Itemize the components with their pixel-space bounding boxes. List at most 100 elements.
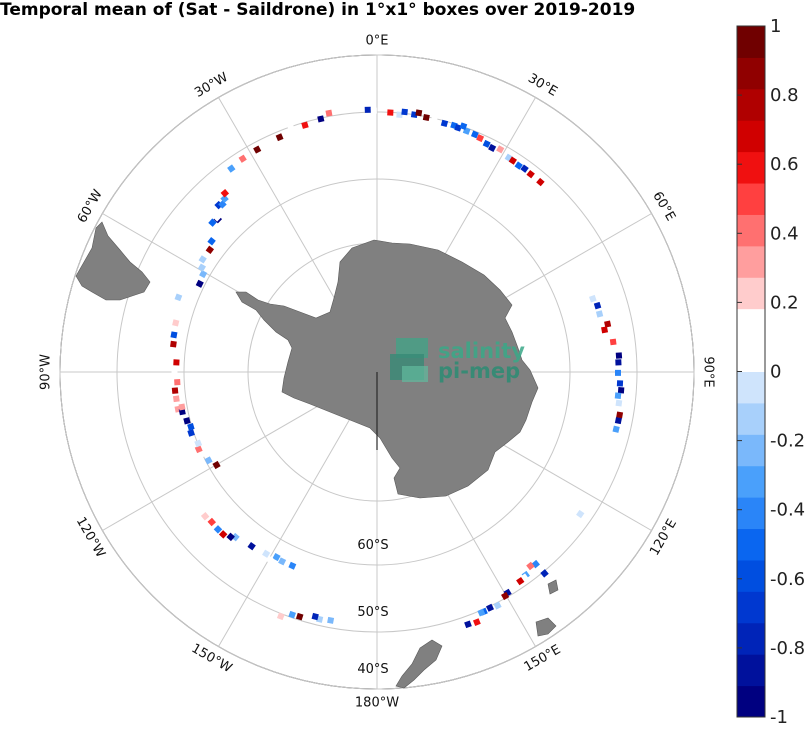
data-cell — [576, 509, 585, 519]
data-cell — [220, 194, 229, 204]
data-cell — [207, 517, 217, 527]
data-cell — [514, 161, 523, 170]
data-cell — [219, 169, 229, 178]
data-cell — [275, 133, 284, 142]
colorbar-tick: 1 — [770, 16, 781, 37]
data-cell — [311, 612, 319, 621]
data-cell — [422, 114, 430, 122]
data-cell — [520, 164, 529, 173]
colorbar-bin — [737, 183, 765, 215]
new-zealand-south — [395, 639, 443, 689]
data-cell — [237, 538, 246, 548]
colorbar-bin — [737, 591, 765, 624]
logo-block-3 — [402, 366, 428, 382]
colorbar-bin — [737, 57, 765, 90]
data-cell — [496, 145, 505, 154]
data-cell — [213, 525, 223, 534]
colorbar-bin — [737, 497, 765, 530]
data-cell — [604, 320, 612, 328]
data-cell — [482, 139, 491, 148]
data-cell — [171, 387, 179, 394]
data-cell — [227, 164, 236, 173]
data-cell — [601, 326, 609, 334]
colorbar-bin — [737, 245, 765, 278]
colorbar-bin — [737, 151, 765, 184]
data-cell — [415, 109, 423, 117]
data-cell — [614, 417, 622, 425]
colorbar-bin — [737, 559, 765, 592]
data-cell — [508, 156, 517, 165]
data-cell — [540, 569, 549, 578]
logo-block-1 — [396, 338, 428, 358]
data-cell — [595, 310, 604, 318]
colorbar-tick: -0.8 — [770, 638, 805, 659]
colorbar-tick: 0.8 — [770, 85, 799, 106]
salinity-logo: salinity pi-mep — [390, 338, 525, 383]
data-cell — [430, 116, 438, 124]
antarctica-land — [235, 239, 539, 499]
colorbar-bin — [737, 214, 765, 247]
lat-label-50s: 50°S — [357, 605, 388, 620]
data-cell — [301, 121, 309, 129]
data-cell — [178, 403, 186, 411]
data-cell — [440, 119, 449, 128]
data-cell — [616, 411, 624, 419]
data-cell — [370, 107, 377, 114]
data-cell — [526, 561, 535, 571]
data-cell — [464, 620, 472, 629]
data-cell — [276, 612, 285, 621]
data-cell — [204, 456, 213, 465]
data-cell — [615, 352, 623, 359]
colorbar-tick: -0.4 — [770, 500, 805, 521]
data-cell — [526, 169, 535, 179]
data-cell — [187, 429, 195, 437]
logo-line1: salinity — [438, 339, 525, 363]
landmasses — [75, 221, 559, 689]
data-cell — [288, 561, 297, 570]
data-cell — [172, 319, 180, 327]
latitude-labels: 60°S 50°S 40°S — [357, 538, 388, 677]
data-cell — [170, 340, 177, 348]
data-cell — [295, 612, 304, 621]
lat-label-60s: 60°S — [357, 538, 388, 553]
data-cell — [377, 105, 384, 112]
data-cell — [198, 449, 207, 458]
data-cell — [173, 359, 180, 366]
data-cell — [207, 237, 216, 246]
tasmania — [547, 579, 559, 595]
colorbar-tick: 0.6 — [770, 154, 799, 175]
data-cell — [200, 512, 210, 521]
data-cell — [286, 122, 295, 131]
data-cell — [472, 618, 481, 627]
data-cell — [325, 109, 333, 117]
data-cell — [477, 608, 486, 617]
data-cells — [170, 105, 625, 629]
data-cell — [317, 115, 325, 123]
data-cell — [253, 547, 262, 556]
data-cell — [199, 270, 208, 279]
colorbar-tick: 0.4 — [770, 223, 799, 244]
colorbar-tick: -0.2 — [770, 431, 805, 452]
data-cell — [198, 255, 207, 264]
data-cell — [218, 530, 228, 539]
data-cell — [486, 603, 495, 612]
colorbar-bin — [737, 308, 765, 341]
data-cell — [612, 425, 620, 433]
data-cell — [231, 532, 240, 542]
data-cell — [617, 387, 625, 394]
data-cell — [615, 399, 623, 407]
colorbar-bin — [737, 340, 765, 372]
data-cell — [212, 460, 221, 470]
data-cell — [593, 301, 602, 310]
south-america-land — [75, 221, 151, 301]
data-cell — [174, 379, 181, 386]
data-cell — [401, 108, 408, 116]
colorbar-bin — [737, 120, 765, 153]
data-cell — [194, 439, 203, 448]
data-cell — [220, 188, 230, 198]
data-cell — [609, 338, 617, 346]
lon-label-180w: 180°W — [355, 696, 399, 711]
data-cell — [614, 392, 622, 399]
new-zealand-north — [535, 617, 557, 637]
